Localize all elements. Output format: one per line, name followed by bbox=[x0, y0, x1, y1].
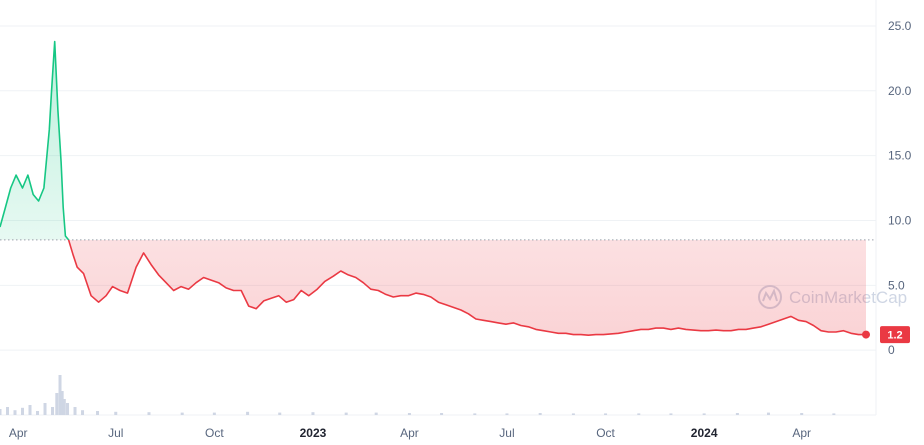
x-tick-label: Oct bbox=[205, 426, 224, 440]
volume-bar bbox=[637, 413, 641, 415]
price-line-below bbox=[67, 239, 866, 336]
current-price-marker: 1.2 bbox=[862, 326, 910, 344]
y-tick-label: 0 bbox=[888, 343, 895, 357]
volume-bar bbox=[766, 412, 770, 415]
volume-bar bbox=[702, 413, 706, 415]
volume-bar bbox=[66, 403, 70, 415]
volume-bar bbox=[735, 413, 739, 415]
x-tick-label: Oct bbox=[596, 426, 615, 440]
volume-bar bbox=[81, 410, 85, 415]
volume-bars bbox=[0, 375, 836, 415]
x-tick-label: Apr bbox=[9, 426, 28, 440]
volume-bar bbox=[669, 413, 673, 415]
volume-bar bbox=[0, 409, 2, 415]
x-tick-label: Jul bbox=[499, 426, 514, 440]
grid-lines bbox=[0, 25, 876, 351]
y-tick-label: 10.0 bbox=[888, 213, 912, 227]
x-tick-label: Apr bbox=[400, 426, 419, 440]
x-tick-label: Apr bbox=[792, 426, 811, 440]
volume-bar bbox=[311, 412, 315, 415]
volume-bar bbox=[832, 413, 836, 415]
volume-bar bbox=[180, 412, 184, 415]
volume-bar bbox=[62, 399, 66, 415]
volume-bar bbox=[114, 411, 118, 415]
volume-bar bbox=[407, 413, 411, 415]
volume-bar bbox=[28, 405, 32, 415]
volume-bar bbox=[73, 407, 77, 415]
area-below-reference bbox=[0, 239, 866, 336]
volume-bar bbox=[344, 412, 348, 415]
volume-bar bbox=[6, 407, 10, 415]
price-line bbox=[0, 40, 866, 336]
volume-bar bbox=[571, 413, 575, 415]
volume-bar bbox=[36, 411, 40, 415]
current-price-badge bbox=[880, 326, 910, 344]
volume-bar bbox=[374, 412, 378, 415]
x-tick-label: 2024 bbox=[691, 426, 718, 440]
volume-bar bbox=[505, 413, 509, 415]
x-axis-ticks: Apr Jul Oct 2023 Apr Jul Oct 2024 Apr bbox=[9, 426, 811, 440]
y-tick-label: 15.0 bbox=[888, 149, 912, 163]
y-tick-label: 20.0 bbox=[888, 84, 912, 98]
y-tick-label: 5.0 bbox=[888, 278, 905, 292]
price-area bbox=[0, 41, 866, 336]
volume-bar bbox=[246, 411, 250, 415]
area-above-reference bbox=[0, 41, 69, 240]
volume-bar bbox=[51, 407, 55, 415]
current-price-label: 1.2 bbox=[887, 330, 902, 342]
volume-bar bbox=[800, 413, 804, 415]
volume-bar bbox=[96, 411, 100, 415]
volume-bar bbox=[440, 413, 444, 415]
volume-bar bbox=[13, 410, 17, 415]
volume-bar bbox=[21, 407, 25, 415]
volume-bar bbox=[278, 412, 282, 415]
volume-bar bbox=[43, 403, 47, 415]
volume-bar bbox=[473, 413, 477, 415]
volume-bar bbox=[604, 413, 608, 415]
y-axis-ticks: 0 5.0 10.0 15.0 20.0 25.0 bbox=[888, 19, 912, 357]
volume-bar bbox=[212, 412, 216, 415]
x-tick-label: Jul bbox=[108, 426, 123, 440]
y-tick-label: 25.0 bbox=[888, 19, 912, 33]
volume-bar bbox=[60, 391, 64, 415]
x-tick-label: 2023 bbox=[300, 426, 327, 440]
volume-bar bbox=[538, 413, 542, 415]
volume-bar bbox=[58, 375, 62, 415]
volume-bar bbox=[55, 393, 59, 415]
volume-bar bbox=[147, 412, 151, 415]
current-price-dot bbox=[862, 330, 870, 339]
